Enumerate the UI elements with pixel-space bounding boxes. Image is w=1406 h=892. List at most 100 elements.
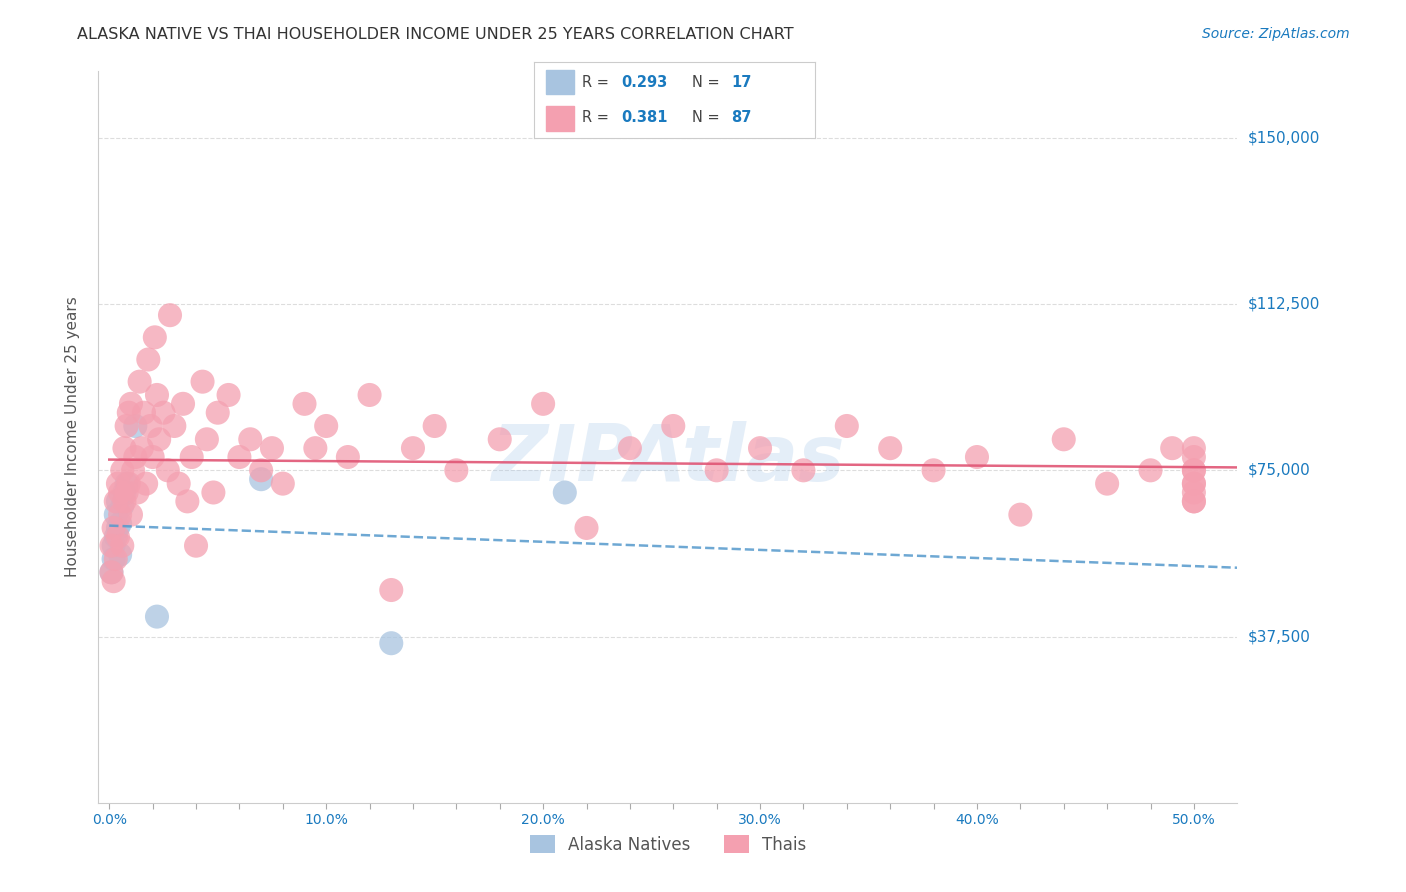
Text: Source: ZipAtlas.com: Source: ZipAtlas.com [1202, 27, 1350, 41]
Point [304, 441, 326, 455]
Point [250, 463, 273, 477]
Point [271, 476, 294, 491]
Point [749, 441, 772, 455]
Point [402, 441, 425, 455]
Point [1161, 441, 1184, 455]
Point [142, 450, 165, 464]
Point [554, 485, 576, 500]
Point [104, 530, 127, 544]
Bar [546, 70, 574, 95]
Point [100, 566, 122, 580]
Point [103, 574, 125, 589]
Text: $150,000: $150,000 [1249, 130, 1320, 145]
Point [107, 476, 129, 491]
Point [108, 516, 131, 531]
Point [104, 552, 127, 566]
Point [423, 419, 446, 434]
Point [104, 494, 127, 508]
Point [336, 450, 359, 464]
Point [531, 397, 554, 411]
Text: ZIPAtlas: ZIPAtlas [491, 421, 845, 497]
Point [114, 485, 136, 500]
Point [1182, 485, 1205, 500]
Point [294, 397, 316, 411]
Point [1053, 432, 1076, 446]
Point [146, 609, 169, 624]
Point [706, 463, 728, 477]
Point [315, 419, 337, 434]
Point [250, 472, 273, 486]
Point [103, 539, 125, 553]
Y-axis label: Householder Income Under 25 years: Householder Income Under 25 years [65, 297, 80, 577]
Point [108, 508, 131, 522]
Text: $112,500: $112,500 [1249, 297, 1320, 311]
Point [1182, 494, 1205, 508]
Point [111, 499, 134, 513]
Point [107, 530, 129, 544]
Text: $75,000: $75,000 [1249, 463, 1310, 478]
Point [104, 508, 127, 522]
Text: 0.293: 0.293 [621, 76, 668, 90]
Point [100, 566, 122, 580]
Point [148, 432, 170, 446]
Point [103, 552, 125, 566]
Text: N =: N = [692, 76, 724, 90]
Point [120, 397, 142, 411]
Point [446, 463, 468, 477]
Point [1182, 476, 1205, 491]
Point [118, 476, 141, 491]
Point [228, 450, 250, 464]
Legend: Alaska Natives, Thais: Alaska Natives, Thais [523, 829, 813, 860]
Point [218, 388, 240, 402]
Point [1182, 463, 1205, 477]
Text: N =: N = [692, 111, 724, 125]
Text: R =: R = [582, 111, 613, 125]
Point [139, 419, 162, 434]
Point [207, 406, 229, 420]
Point [114, 494, 136, 508]
Point [132, 406, 155, 420]
Point [1095, 476, 1118, 491]
Point [1010, 508, 1032, 522]
Point [124, 419, 146, 434]
Point [146, 388, 169, 402]
Point [128, 375, 150, 389]
Point [131, 441, 153, 455]
Point [184, 539, 207, 553]
Text: 87: 87 [731, 111, 751, 125]
Point [922, 463, 945, 477]
Point [115, 419, 138, 434]
Point [163, 419, 186, 434]
Point [127, 485, 149, 500]
Point [143, 330, 166, 344]
Point [1182, 494, 1205, 508]
Point [359, 388, 381, 402]
Point [619, 441, 641, 455]
Text: $37,500: $37,500 [1249, 629, 1310, 644]
Point [191, 375, 214, 389]
Point [159, 308, 181, 322]
Point [108, 548, 131, 562]
Point [118, 406, 141, 420]
Point [879, 441, 901, 455]
Point [1182, 463, 1205, 477]
Point [1139, 463, 1161, 477]
Point [107, 521, 129, 535]
Point [380, 582, 402, 597]
Point [167, 476, 190, 491]
Point [575, 521, 598, 535]
Text: ALASKA NATIVE VS THAI HOUSEHOLDER INCOME UNDER 25 YEARS CORRELATION CHART: ALASKA NATIVE VS THAI HOUSEHOLDER INCOME… [77, 27, 794, 42]
Point [100, 539, 122, 553]
Point [488, 432, 510, 446]
Point [202, 485, 225, 500]
Text: 0.381: 0.381 [621, 111, 668, 125]
Point [124, 450, 146, 464]
Text: R =: R = [582, 76, 613, 90]
Point [1182, 450, 1205, 464]
Point [156, 463, 179, 477]
Point [115, 476, 138, 491]
Point [1182, 441, 1205, 455]
Point [172, 397, 194, 411]
Point [136, 352, 159, 367]
Point [120, 508, 142, 522]
